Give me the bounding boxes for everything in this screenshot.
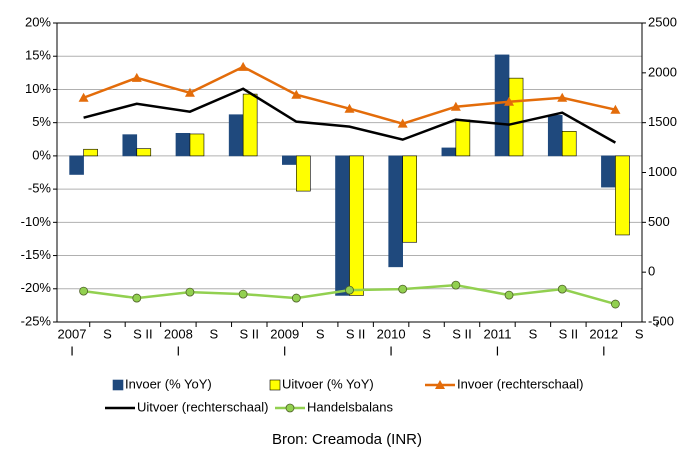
marker — [504, 96, 515, 106]
legend-swatch — [269, 379, 281, 391]
y2-tick-label: 2500 — [648, 14, 677, 29]
x-tick-label: 2008 — [164, 326, 193, 341]
line — [83, 87, 617, 144]
marker — [238, 289, 248, 299]
bar — [601, 155, 616, 188]
x-tick-label: S — [529, 326, 538, 341]
x-tick-label: 2010 — [377, 326, 406, 341]
marker — [78, 92, 89, 102]
bar — [455, 119, 471, 157]
x-tick-label: S II — [133, 326, 153, 341]
y-tick-label: -25% — [21, 313, 52, 328]
marker — [557, 284, 567, 294]
y2-tick-label: 1500 — [648, 114, 677, 129]
marker — [345, 285, 354, 295]
bar — [296, 155, 311, 192]
y-tick-label: -10% — [21, 214, 52, 229]
x-tick-label: 2007 — [58, 326, 87, 341]
legend-label: Invoer (rechterschaal) — [457, 376, 583, 391]
x-tick-label: S — [103, 326, 112, 341]
marker — [610, 104, 621, 114]
marker — [344, 103, 355, 113]
x-tick-label: I — [389, 343, 393, 358]
y2-tick-label: 1000 — [648, 164, 677, 179]
marker — [184, 87, 195, 97]
marker — [238, 61, 249, 71]
marker — [131, 72, 142, 82]
x-tick-label: S — [316, 326, 325, 341]
bar — [122, 134, 138, 157]
source: Bron: Creamoda (INR) — [272, 431, 422, 448]
y-tick-label: 5% — [32, 114, 51, 129]
x-tick-label: S II — [346, 326, 366, 341]
x-tick-label: S — [422, 326, 431, 341]
marker — [611, 299, 620, 309]
y-tick-label: 10% — [25, 81, 51, 96]
x-tick-label: I — [177, 343, 181, 358]
marker — [291, 89, 302, 99]
y2-tick-label: 500 — [648, 214, 670, 229]
x-tick-label: I — [283, 343, 287, 358]
marker — [185, 287, 195, 297]
marker — [291, 293, 301, 303]
y-tick-label: -15% — [21, 247, 52, 262]
marker — [557, 92, 568, 102]
bar — [228, 114, 244, 157]
x-tick-label: S II — [240, 326, 260, 341]
x-tick-label: S — [635, 326, 644, 341]
x-tick-label: S — [209, 326, 218, 341]
legend-label: Invoer (% YoY) — [125, 376, 212, 391]
bar — [189, 133, 205, 157]
bar — [388, 155, 403, 268]
x-tick-label: I — [602, 343, 606, 358]
y2-tick-label: 2000 — [648, 64, 677, 79]
x-tick-label: I — [496, 343, 500, 358]
legend-label: Handelsbalans — [307, 399, 394, 414]
y-tick-label: 20% — [25, 14, 51, 29]
x-tick-label: 2012 — [589, 326, 618, 341]
bar — [349, 155, 364, 296]
marker — [450, 101, 461, 111]
y-tick-label: 15% — [25, 48, 51, 63]
marker — [285, 403, 295, 413]
marker — [504, 290, 514, 300]
y2-tick-label: -500 — [648, 313, 674, 328]
x-tick-label: I — [70, 343, 74, 358]
bar — [242, 93, 258, 157]
x-tick-label: S II — [452, 326, 472, 341]
legend-label: Uitvoer (% YoY) — [282, 376, 374, 391]
bar — [335, 155, 350, 296]
line — [83, 65, 616, 125]
bar — [69, 155, 84, 175]
plot-border — [56, 22, 643, 323]
bar — [282, 155, 297, 165]
x-tick-label: 2011 — [483, 326, 511, 341]
bar — [547, 115, 563, 157]
y-tick-label: -20% — [21, 280, 52, 295]
bar — [561, 131, 577, 157]
marker — [132, 293, 142, 303]
legend-swatch — [112, 379, 124, 391]
bar — [83, 148, 98, 157]
y2-tick-label: 0 — [648, 264, 655, 279]
marker — [398, 284, 408, 294]
bar — [441, 147, 457, 157]
bar — [175, 132, 191, 157]
bar — [402, 155, 417, 243]
x-tick-label: 2009 — [270, 326, 299, 341]
y-tick-label: -5% — [28, 181, 52, 196]
marker — [435, 380, 445, 389]
y-tick-label: 0% — [32, 147, 51, 162]
legend-label: Uitvoer (rechterschaal) — [137, 399, 269, 414]
bar — [508, 77, 524, 157]
marker — [79, 286, 88, 296]
bar — [615, 155, 630, 236]
bar — [136, 148, 152, 157]
x-tick-label: S II — [559, 326, 579, 341]
marker — [451, 280, 461, 290]
marker — [397, 118, 408, 128]
